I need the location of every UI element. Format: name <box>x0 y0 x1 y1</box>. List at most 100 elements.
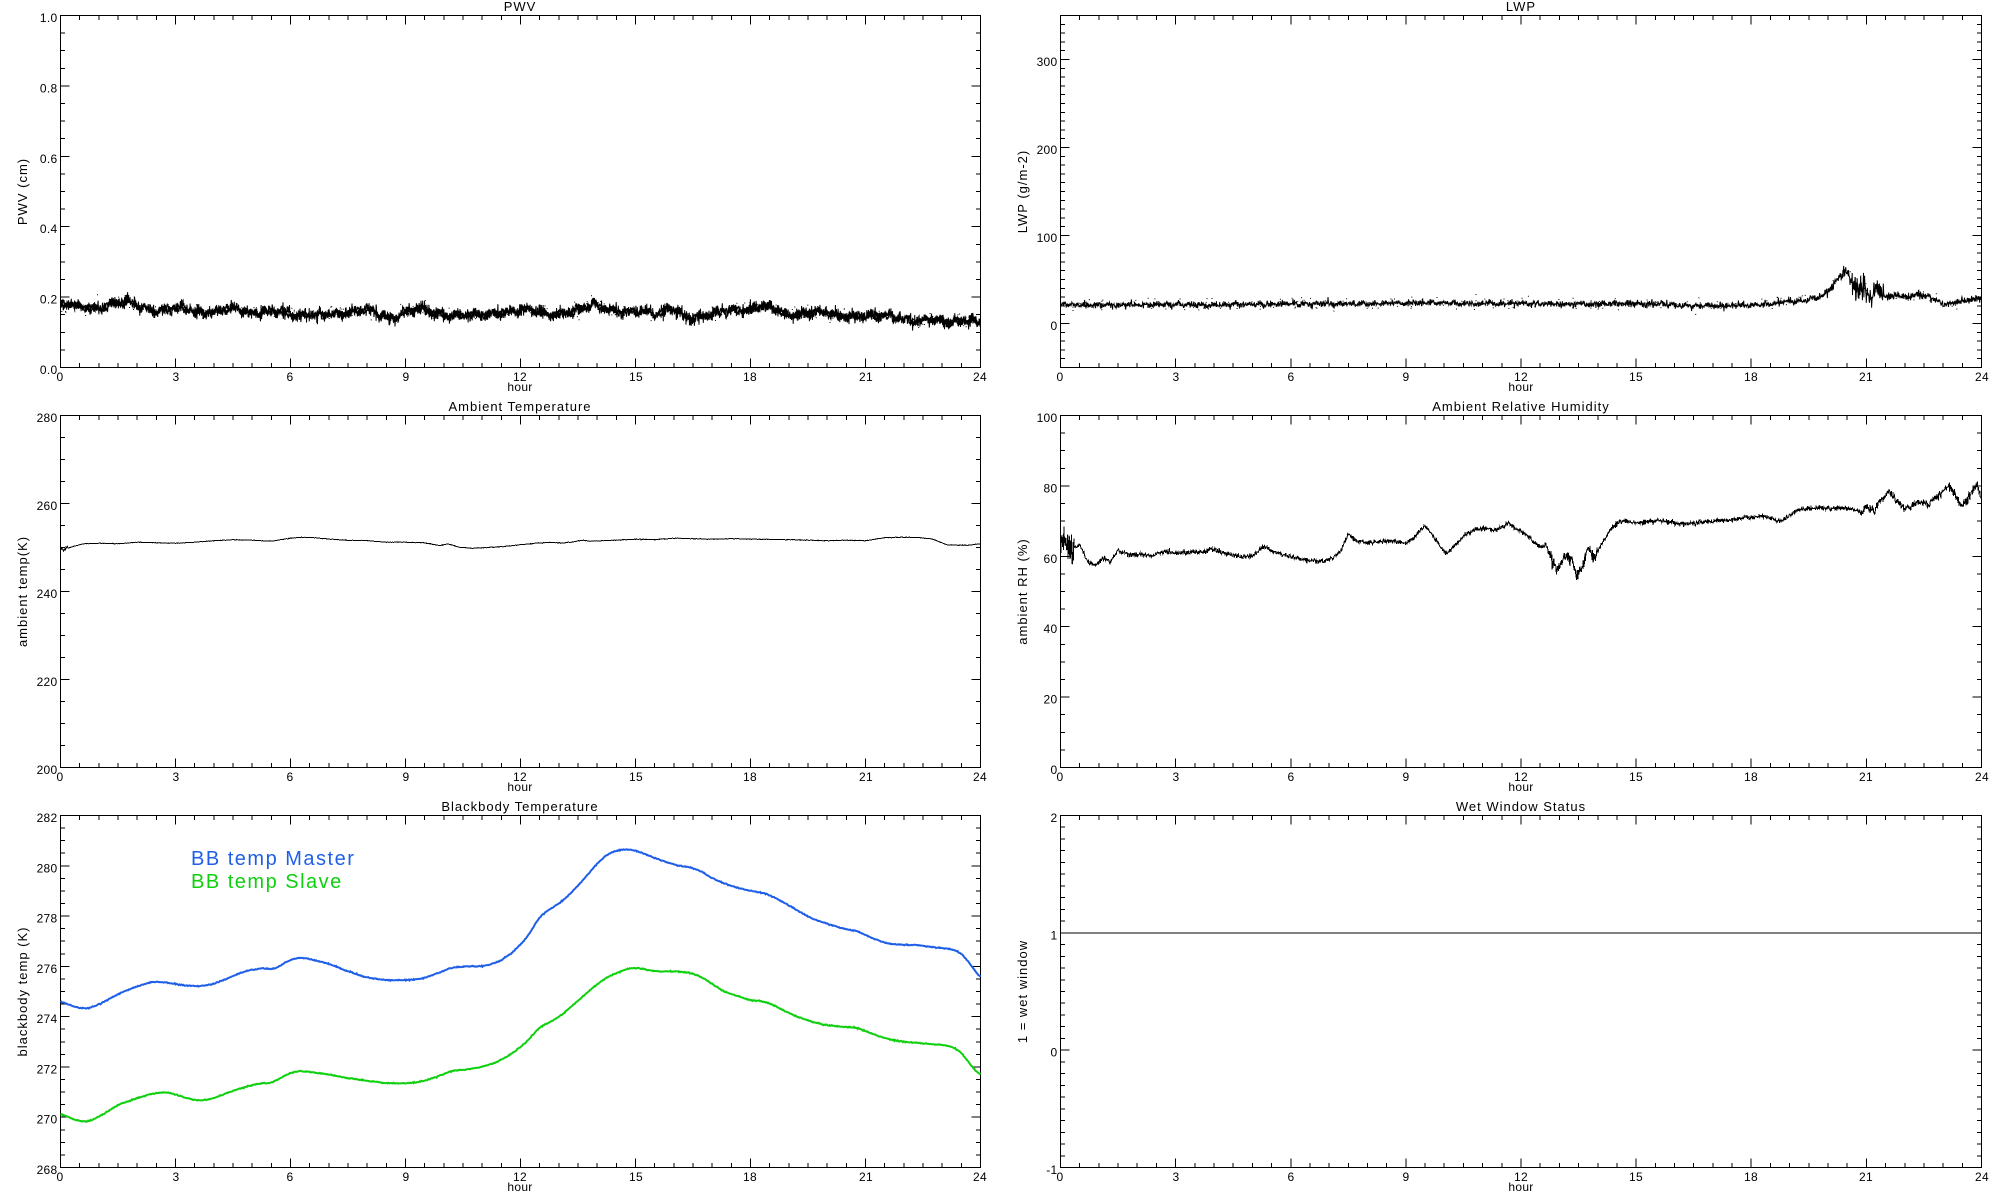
svg-text:0: 0 <box>57 370 64 384</box>
svg-text:276: 276 <box>37 962 58 976</box>
svg-text:0.8: 0.8 <box>40 81 58 95</box>
svg-text:hour: hour <box>1508 380 1533 394</box>
svg-text:hour: hour <box>507 780 532 794</box>
svg-text:200: 200 <box>1037 143 1058 157</box>
svg-text:268: 268 <box>37 1163 58 1177</box>
svg-text:BB temp Master: BB temp Master <box>191 848 355 870</box>
svg-text:12: 12 <box>1514 1170 1528 1184</box>
svg-text:80: 80 <box>1044 481 1058 495</box>
svg-text:15: 15 <box>1629 1170 1643 1184</box>
svg-text:6: 6 <box>1288 370 1295 384</box>
svg-text:15: 15 <box>1629 370 1643 384</box>
svg-text:18: 18 <box>1744 770 1758 784</box>
svg-text:BB temp Slave: BB temp Slave <box>191 871 343 893</box>
svg-text:280: 280 <box>37 411 58 425</box>
svg-text:1: 1 <box>1051 928 1058 942</box>
svg-text:0: 0 <box>1057 1170 1064 1184</box>
svg-text:272: 272 <box>37 1062 58 1076</box>
svg-text:260: 260 <box>37 499 58 513</box>
svg-text:200: 200 <box>37 763 58 777</box>
svg-text:18: 18 <box>743 370 757 384</box>
svg-text:40: 40 <box>1044 622 1058 636</box>
svg-text:21: 21 <box>1859 770 1873 784</box>
svg-text:15: 15 <box>629 1170 643 1184</box>
svg-text:LWP (g/m-2): LWP (g/m-2) <box>1015 150 1030 233</box>
svg-text:0.2: 0.2 <box>40 293 58 307</box>
svg-text:0: 0 <box>1057 770 1064 784</box>
svg-text:9: 9 <box>1403 770 1410 784</box>
svg-text:21: 21 <box>1859 1170 1873 1184</box>
svg-text:Blackbody Temperature: Blackbody Temperature <box>441 799 598 814</box>
svg-text:1.0: 1.0 <box>40 11 58 25</box>
svg-text:6: 6 <box>287 770 294 784</box>
svg-text:0: 0 <box>57 1170 64 1184</box>
svg-text:PWV: PWV <box>504 0 537 14</box>
svg-text:282: 282 <box>37 811 58 825</box>
svg-text:6: 6 <box>287 370 294 384</box>
svg-text:24: 24 <box>973 370 987 384</box>
svg-text:6: 6 <box>1288 770 1295 784</box>
svg-text:9: 9 <box>403 1170 410 1184</box>
svg-text:9: 9 <box>403 770 410 784</box>
svg-text:21: 21 <box>859 370 873 384</box>
svg-text:100: 100 <box>1037 231 1058 245</box>
svg-text:3: 3 <box>173 770 180 784</box>
svg-text:ambient RH (%): ambient RH (%) <box>1015 538 1030 644</box>
svg-text:Wet Window Status: Wet Window Status <box>1456 799 1586 814</box>
svg-text:60: 60 <box>1044 552 1058 566</box>
svg-text:12: 12 <box>513 770 527 784</box>
svg-text:hour: hour <box>507 380 532 394</box>
svg-text:280: 280 <box>37 861 58 875</box>
svg-text:278: 278 <box>37 912 58 926</box>
svg-text:12: 12 <box>513 1170 527 1184</box>
svg-text:9: 9 <box>1403 370 1410 384</box>
svg-text:270: 270 <box>37 1113 58 1127</box>
svg-text:12: 12 <box>513 370 527 384</box>
svg-text:3: 3 <box>1173 770 1180 784</box>
svg-text:LWP: LWP <box>1506 0 1536 14</box>
svg-text:300: 300 <box>1037 55 1058 69</box>
svg-text:hour: hour <box>1508 1180 1533 1194</box>
svg-text:blackbody temp (K): blackbody temp (K) <box>15 927 30 1057</box>
svg-text:24: 24 <box>973 770 987 784</box>
svg-text:3: 3 <box>173 1170 180 1184</box>
svg-text:ambient temp(K): ambient temp(K) <box>15 536 30 647</box>
svg-text:6: 6 <box>1288 1170 1295 1184</box>
svg-text:2: 2 <box>1051 811 1058 825</box>
svg-text:3: 3 <box>1173 370 1180 384</box>
svg-text:9: 9 <box>403 370 410 384</box>
svg-text:-1: -1 <box>1046 1163 1057 1177</box>
svg-text:3: 3 <box>1173 1170 1180 1184</box>
svg-text:18: 18 <box>1744 370 1758 384</box>
svg-text:15: 15 <box>629 770 643 784</box>
svg-text:0: 0 <box>1051 319 1058 333</box>
svg-text:21: 21 <box>1859 370 1873 384</box>
svg-text:0.4: 0.4 <box>40 222 58 236</box>
svg-text:Ambient Temperature: Ambient Temperature <box>448 399 591 414</box>
svg-text:6: 6 <box>287 1170 294 1184</box>
svg-text:240: 240 <box>37 587 58 601</box>
svg-text:3: 3 <box>173 370 180 384</box>
svg-text:24: 24 <box>1975 770 1989 784</box>
svg-text:18: 18 <box>743 770 757 784</box>
svg-text:21: 21 <box>859 1170 873 1184</box>
svg-text:0.0: 0.0 <box>40 363 58 377</box>
svg-text:PWV (cm): PWV (cm) <box>15 158 30 225</box>
svg-text:15: 15 <box>1629 770 1643 784</box>
svg-text:220: 220 <box>37 675 58 689</box>
svg-text:100: 100 <box>1037 411 1058 425</box>
svg-text:hour: hour <box>507 1180 532 1194</box>
svg-text:0: 0 <box>1057 370 1064 384</box>
svg-text:9: 9 <box>1403 1170 1410 1184</box>
svg-text:0: 0 <box>1051 1046 1058 1060</box>
svg-text:0.6: 0.6 <box>40 152 58 166</box>
svg-text:274: 274 <box>37 1012 58 1026</box>
svg-text:18: 18 <box>743 1170 757 1184</box>
svg-text:24: 24 <box>973 1170 987 1184</box>
svg-text:0: 0 <box>57 770 64 784</box>
svg-text:12: 12 <box>1514 770 1528 784</box>
svg-text:20: 20 <box>1044 693 1058 707</box>
svg-text:1 = wet window: 1 = wet window <box>1015 940 1030 1043</box>
svg-text:21: 21 <box>859 770 873 784</box>
svg-text:24: 24 <box>1975 370 1989 384</box>
